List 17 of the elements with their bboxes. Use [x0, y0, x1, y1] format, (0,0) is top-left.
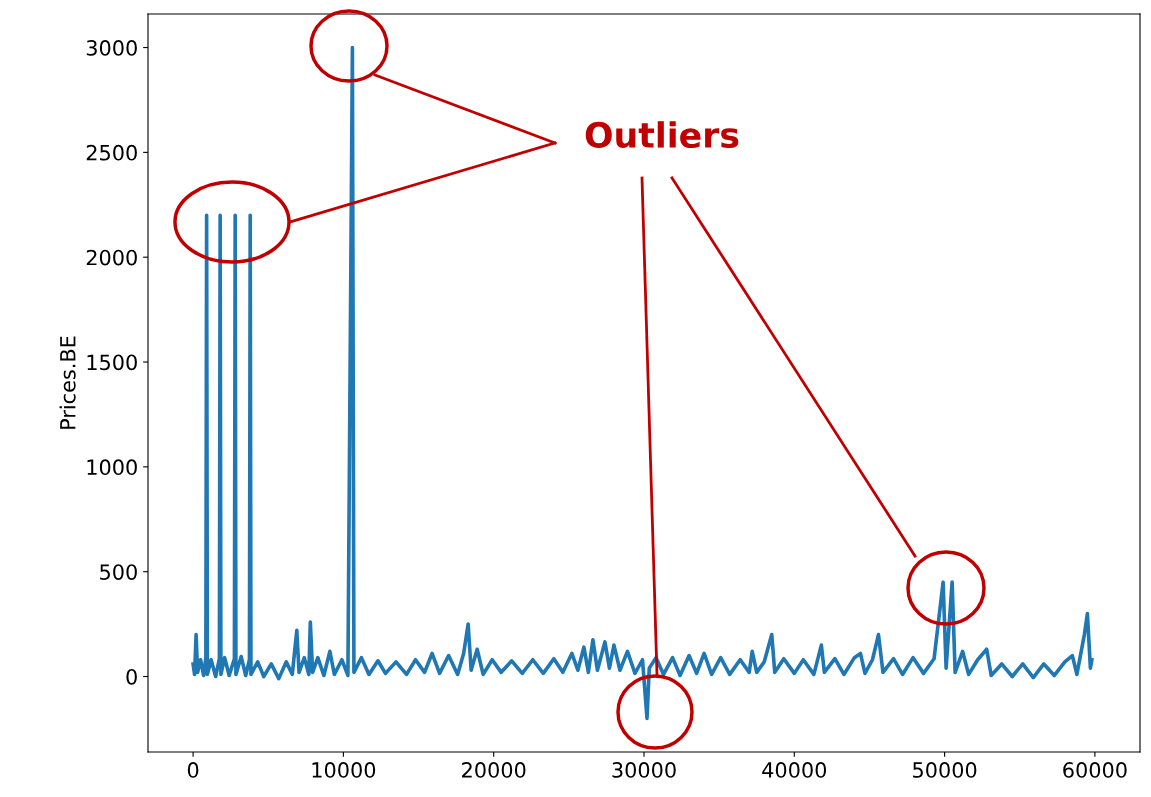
x-tick-label: 0: [187, 762, 199, 778]
x-tick-label: 60000: [1063, 762, 1127, 778]
x-tick-label: 40000: [762, 762, 827, 778]
y-tick-label: 1000: [87, 459, 137, 476]
y-tick-label: 0: [126, 668, 137, 685]
x-tick-label: 20000: [462, 762, 526, 778]
x-tick-label: 10000: [312, 762, 376, 778]
y-tick-label: 2500: [86, 144, 137, 161]
x-tick-label: 50000: [913, 762, 977, 778]
line-series: [191, 45, 1094, 721]
annotation: Outliers: [585, 121, 739, 149]
y-tick-label: 500: [100, 564, 137, 580]
x-tick-label: 30000: [612, 762, 676, 778]
y-axis-title: Prices.BE: [59, 336, 76, 429]
y-tick-label: 2000: [86, 249, 137, 266]
y-tick-label: 3000: [86, 40, 137, 56]
y-tick-label: 1500: [87, 354, 137, 371]
